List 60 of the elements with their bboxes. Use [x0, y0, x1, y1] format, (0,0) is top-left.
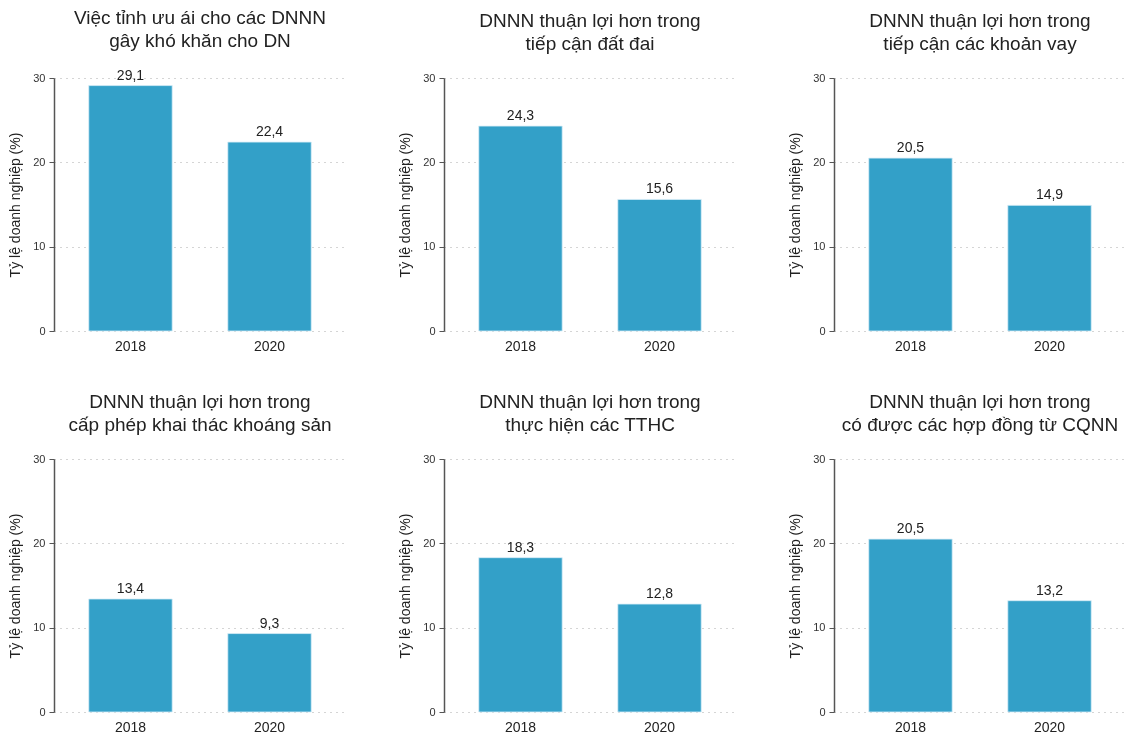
x-tick-label: 2018 [114, 337, 147, 354]
y-tick-label: 20 [33, 155, 46, 168]
x-tick-label: 2018 [504, 337, 537, 354]
data-label: 29,1 [116, 66, 145, 83]
y-tick-label: 20 [33, 536, 46, 549]
data-label: 20,5 [896, 139, 925, 156]
y-axis-title: Tỷ lệ doanh nghiệp (%) [7, 132, 24, 278]
y-tick-label: 10 [423, 621, 436, 634]
y-tick-label: 10 [33, 621, 46, 634]
chart-title: Việc tỉnh ưu ái cho các DNNN gây khó khăn cho DN [73, 6, 327, 51]
data-label: 13,2 [1035, 581, 1064, 598]
chart-title: DNNN thuận lợi hơn trong thực hiện các TTHC [479, 391, 701, 435]
data-label: 13,4 [116, 579, 145, 596]
data-label: 24,3 [506, 107, 535, 124]
data-label: 9,3 [259, 614, 280, 631]
data-label: 18,3 [506, 538, 535, 555]
y-tick-label: 30 [423, 71, 436, 84]
y-tick-label: 10 [423, 240, 436, 253]
y-axis-title: Tỷ lệ doanh nghiệp (%) [787, 513, 804, 659]
y-tick-label: 20 [813, 536, 826, 549]
x-tick-label: 2020 [253, 337, 286, 354]
y-tick-label: 10 [33, 240, 46, 253]
y-tick-label: 10 [813, 621, 826, 634]
y-tick-label: 10 [813, 240, 826, 253]
y-tick-label: 0 [819, 705, 826, 718]
chart-title: DNNN thuận lợi hơn trong cấp phép khai thác khoáng sản [68, 391, 332, 435]
x-tick-label: 2018 [894, 337, 927, 354]
y-tick-label: 20 [423, 155, 436, 168]
y-tick-label: 0 [429, 324, 436, 337]
y-tick-label: 20 [423, 536, 436, 549]
y-tick-label: 0 [429, 705, 436, 718]
chart-title: DNNN thuận lợi hơn trong có được các hợp đồng từ CQNN [841, 391, 1119, 435]
y-tick-label: 30 [813, 71, 826, 84]
chart-title: DNNN thuận lợi hơn trong tiếp cận các khoản vay [869, 10, 1091, 54]
x-tick-label: 2018 [894, 718, 927, 735]
y-tick-label: 20 [813, 155, 826, 168]
data-label: 15,6 [645, 180, 674, 197]
data-label: 12,8 [645, 585, 674, 602]
y-axis-title: Tỷ lệ doanh nghiệp (%) [787, 132, 804, 278]
y-tick-label: 30 [33, 452, 46, 465]
chart-title: DNNN thuận lợi hơn trong tiếp cận đất đai [479, 10, 701, 54]
y-axis-title: Tỷ lệ doanh nghiệp (%) [7, 513, 24, 659]
x-tick-label: 2018 [114, 718, 147, 735]
y-tick-label: 0 [39, 324, 46, 337]
x-tick-label: 2020 [643, 718, 676, 735]
y-tick-label: 0 [819, 324, 826, 337]
x-tick-label: 2020 [253, 718, 286, 735]
data-label: 14,9 [1035, 186, 1064, 203]
y-tick-label: 0 [39, 705, 46, 718]
x-tick-label: 2018 [504, 718, 537, 735]
y-tick-label: 30 [423, 452, 436, 465]
y-axis-title: Tỷ lệ doanh nghiệp (%) [397, 513, 414, 659]
data-label: 20,5 [896, 520, 925, 537]
x-tick-label: 2020 [643, 337, 676, 354]
x-tick-label: 2020 [1033, 337, 1066, 354]
y-tick-label: 30 [33, 71, 46, 84]
y-tick-label: 30 [813, 452, 826, 465]
x-tick-label: 2020 [1033, 718, 1066, 735]
data-label: 22,4 [255, 123, 284, 140]
y-axis-title: Tỷ lệ doanh nghiệp (%) [397, 132, 414, 278]
